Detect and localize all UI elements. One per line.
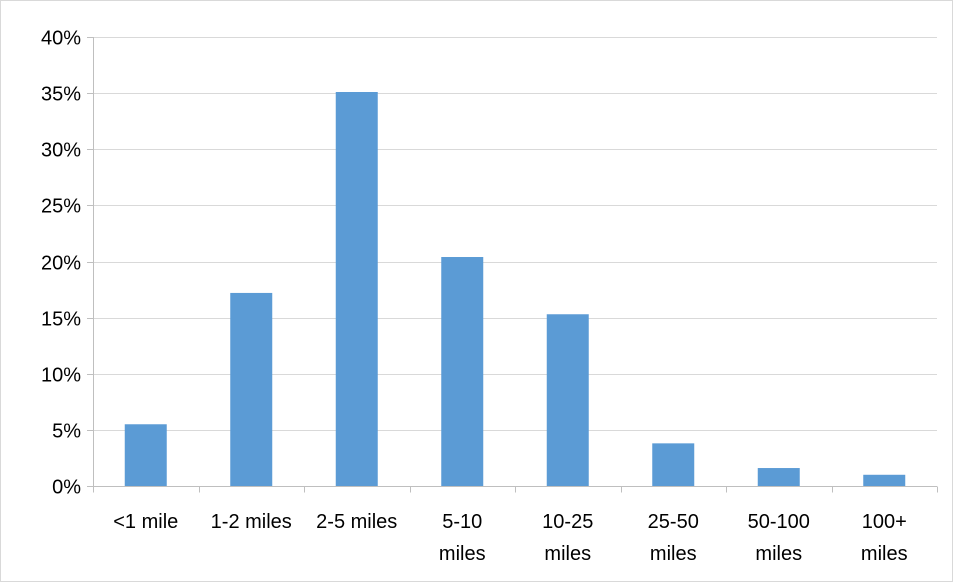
bar (124, 424, 167, 486)
x-tick-label: 2-5 miles (316, 511, 397, 533)
bar (335, 92, 378, 486)
y-tick-label: 25% (41, 196, 81, 218)
bar (652, 443, 695, 486)
y-tick-label: 0% (52, 477, 81, 499)
y-tick-label: 40% (41, 28, 81, 50)
x-tick-label: 25-50 (648, 511, 699, 533)
y-tick-label: 15% (41, 309, 81, 331)
x-tick-label: 10-25 (542, 511, 593, 533)
x-tick-label: 1-2 miles (211, 511, 292, 533)
axes (87, 37, 938, 493)
bar (546, 314, 589, 486)
y-tick-label: 30% (41, 140, 81, 162)
y-tick-labels: 0% 5% 10% 15% 20% 25% 30% 35% 40% (41, 28, 81, 499)
x-tick-label: 50-100 (748, 511, 810, 533)
x-tick-label: miles (650, 543, 697, 565)
bar (230, 292, 273, 486)
bar (757, 468, 800, 486)
x-tick-label: 100+ (862, 511, 907, 533)
y-tick-label: 10% (41, 365, 81, 387)
x-tick-label: 5-10 (442, 511, 482, 533)
bars (124, 92, 906, 486)
bar (441, 257, 484, 486)
y-tick-label: 20% (41, 253, 81, 275)
x-tick-label: miles (861, 543, 908, 565)
y-tick-label: 5% (52, 421, 81, 443)
x-tick-label: miles (544, 543, 591, 565)
x-tick-label: <1 mile (113, 511, 178, 533)
bar (863, 474, 906, 486)
x-tick-labels: <1 mile 1-2 miles 2-5 miles 5-10 miles 10-25 m… (113, 511, 907, 565)
y-tick-label: 35% (41, 84, 81, 106)
gridlines (93, 37, 937, 431)
x-tick-label: miles (439, 543, 486, 565)
x-tick-label: miles (755, 543, 802, 565)
